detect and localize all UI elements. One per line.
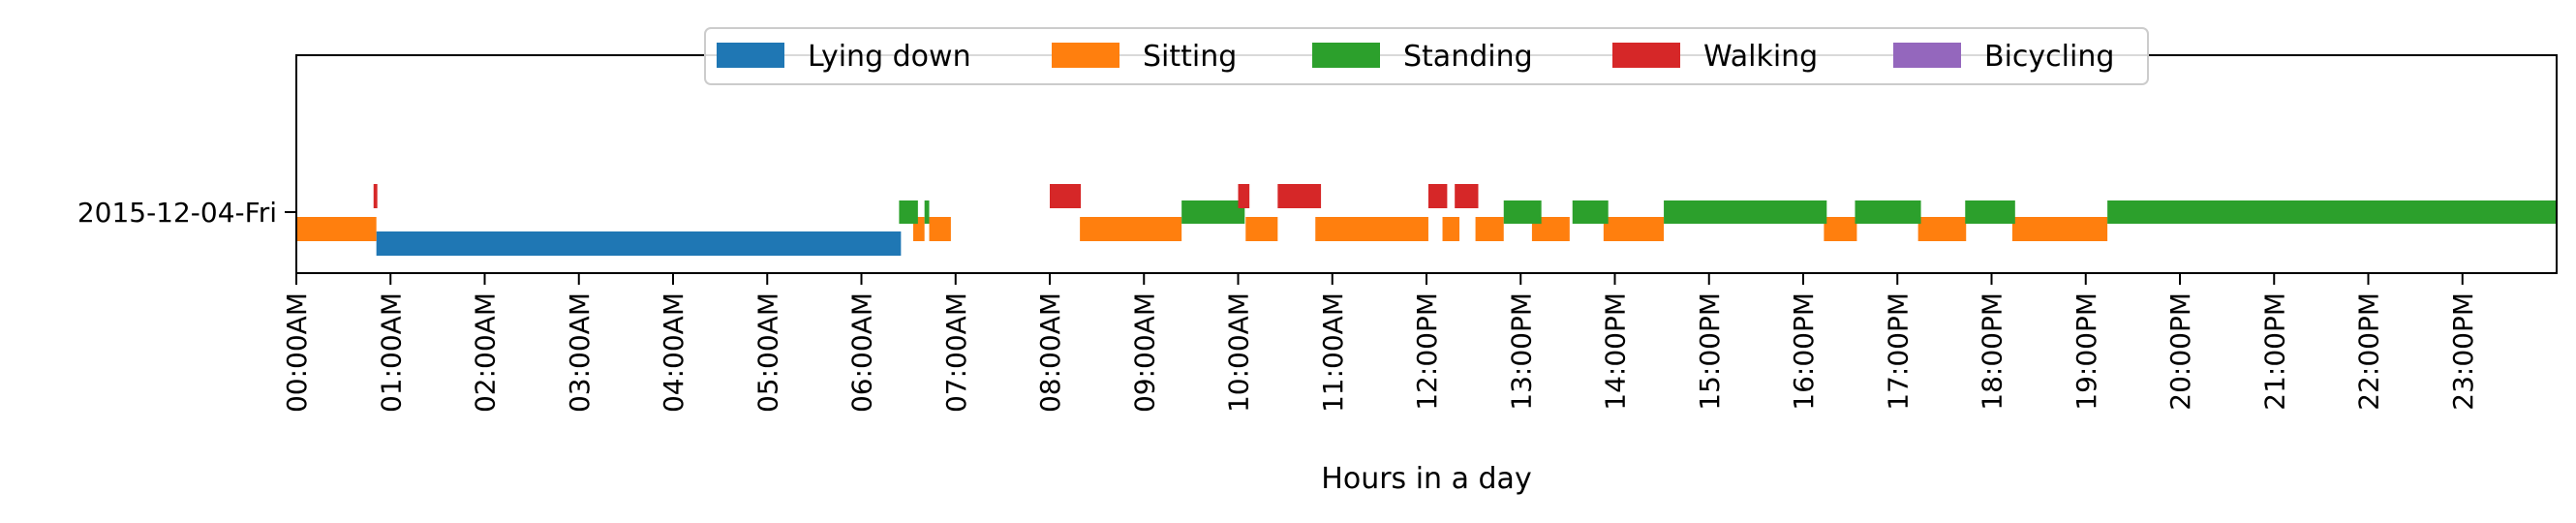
y-axis-ticks: 2015-12-04-Fri	[77, 197, 296, 229]
x-tick-label: 03:00AM	[564, 292, 596, 413]
x-tick-label: 22:00PM	[2353, 292, 2385, 411]
y-tick-label: 2015-12-04-Fri	[77, 197, 277, 229]
bar-walking	[1050, 184, 1082, 208]
legend-swatch-lying-down	[717, 43, 784, 68]
x-tick-label: 14:00PM	[1600, 292, 1632, 411]
x-tick-label: 16:00PM	[1788, 292, 1820, 411]
legend-swatch-sitting	[1052, 43, 1119, 68]
bar-sitting	[1603, 217, 1665, 241]
bar-standing	[924, 200, 930, 224]
bar-sitting	[296, 217, 377, 241]
legend-label: Standing	[1403, 40, 1533, 74]
bar-standing	[1572, 200, 1609, 224]
bar-sitting	[1475, 217, 1504, 241]
x-tick-label: 13:00PM	[1505, 292, 1537, 411]
x-tick-label: 00:00AM	[281, 292, 313, 413]
x-tick-label: 10:00AM	[1223, 292, 1255, 413]
x-tick-label: 09:00AM	[1128, 292, 1160, 413]
bar-standing	[2107, 200, 2557, 224]
bar-sitting	[929, 217, 951, 241]
x-tick-label: 20:00PM	[2164, 292, 2196, 411]
legend: Lying down Sitting Standing Walking Bicyclin…	[704, 27, 2149, 85]
bar-lying-down	[376, 231, 902, 256]
bar-standing	[1965, 200, 2015, 224]
x-tick-label: 23:00PM	[2447, 292, 2479, 411]
bar-standing	[1503, 200, 1542, 224]
x-axis-title: Hours in a day	[1321, 462, 1531, 496]
activity-bars	[296, 184, 2557, 256]
bar-standing	[1181, 200, 1245, 224]
legend-box	[704, 27, 2149, 85]
legend-swatch-standing	[1312, 43, 1380, 68]
bar-standing	[1664, 200, 1827, 224]
x-tick-label: 02:00AM	[470, 292, 502, 413]
bar-sitting	[2011, 217, 2108, 241]
legend-label: Bicycling	[1984, 40, 2114, 74]
bar-sitting	[1080, 217, 1182, 241]
legend-label: Lying down	[808, 40, 971, 74]
x-tick-label: 07:00AM	[940, 292, 972, 413]
x-axis-ticks: 00:00AM 01:00AM 02:00AM 03:00AM 04:00AM 05:00…	[281, 273, 2479, 413]
legend-label: Walking	[1703, 40, 1818, 74]
bar-walking	[1277, 184, 1322, 208]
x-tick-label: 01:00AM	[375, 292, 407, 413]
x-tick-label: 21:00PM	[2258, 292, 2290, 411]
bar-standing	[899, 200, 918, 224]
legend-swatch-walking	[1612, 43, 1680, 68]
bar-sitting	[1917, 217, 1967, 241]
bar-walking	[373, 184, 378, 208]
legend-label: Sitting	[1143, 40, 1237, 74]
x-tick-label: 18:00PM	[1977, 292, 2009, 411]
x-tick-label: 06:00AM	[846, 292, 878, 413]
x-tick-label: 05:00AM	[751, 292, 783, 413]
bar-sitting	[912, 217, 925, 241]
bar-walking	[1427, 184, 1448, 208]
bar-walking	[1238, 184, 1250, 208]
x-tick-label: 04:00AM	[658, 292, 690, 413]
x-tick-label: 19:00PM	[2070, 292, 2102, 411]
x-tick-label: 08:00AM	[1034, 292, 1066, 413]
x-tick-label: 15:00PM	[1694, 292, 1726, 411]
bar-sitting	[1824, 217, 1857, 241]
x-tick-label: 17:00PM	[1882, 292, 1914, 411]
bar-sitting	[1315, 217, 1428, 241]
legend-swatch-bicycling	[1893, 43, 1961, 68]
bar-sitting	[1442, 217, 1460, 241]
x-tick-label: 11:00AM	[1317, 292, 1349, 413]
bar-walking	[1455, 184, 1479, 208]
x-tick-label: 12:00PM	[1411, 292, 1443, 411]
bar-standing	[1855, 200, 1921, 224]
bar-sitting	[1245, 217, 1278, 241]
